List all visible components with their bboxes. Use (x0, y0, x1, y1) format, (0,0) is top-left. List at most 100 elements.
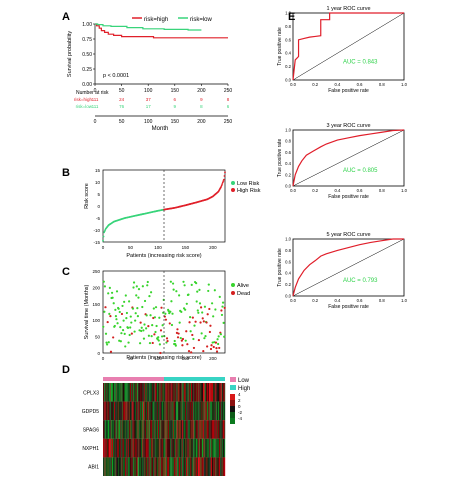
heatmap-cell (166, 438, 168, 458)
heatmap-cell (144, 457, 145, 476)
survival-point-alive (198, 302, 202, 305)
heatmap-cell (135, 420, 137, 439)
km-risk-value: 24 (119, 97, 125, 102)
survival-point-dead (159, 351, 162, 355)
heatmap-legend-low-swatch (230, 377, 236, 382)
heatmap-cell (168, 420, 170, 439)
survival-point-alive (189, 330, 192, 333)
heatmap-cell (133, 457, 135, 476)
heatmap-cell (143, 383, 145, 402)
survival-point-dead (202, 349, 205, 353)
survival-point-alive (198, 288, 201, 291)
heatmap-cell (185, 457, 187, 476)
heatmap-cell (120, 438, 121, 458)
survival-point-alive (201, 311, 204, 314)
heatmap-cell (221, 457, 223, 476)
heatmap-cell (118, 457, 120, 476)
heatmap-color-scale: 420-2-4 (230, 392, 242, 424)
heatmap-cell (184, 401, 186, 421)
heatmap-cell (206, 420, 208, 439)
roc-y-tick-label: 0.0 (285, 78, 291, 83)
heatmap-cell (157, 383, 159, 402)
heatmap-cell (117, 457, 119, 476)
survival-point-alive (118, 339, 121, 342)
heatmap-cell (207, 401, 209, 421)
heatmap-cell (223, 457, 225, 476)
heatmap-cell (188, 420, 189, 439)
heatmap-cell (219, 420, 221, 439)
heatmap-cell (167, 383, 169, 402)
heatmap-cell (211, 383, 213, 402)
heatmap-cell (150, 383, 152, 402)
heatmap-cell (179, 401, 181, 421)
heatmap-cell (217, 401, 219, 421)
heatmap-cell (132, 383, 133, 402)
heatmap-cell (149, 383, 151, 402)
heatmap-cell (155, 420, 156, 439)
heatmap-cell (123, 383, 125, 402)
heatmap-cell (149, 383, 150, 402)
heatmap-cell (188, 457, 190, 476)
heatmap-cell (134, 420, 136, 439)
heatmap-cell (139, 401, 141, 421)
heatmap-cell (191, 401, 193, 421)
survival-point-dead (109, 315, 112, 318)
heatmap-cell (153, 420, 155, 439)
heatmap-cell (189, 420, 191, 439)
heatmap-cell (154, 420, 155, 439)
survival-point-alive (124, 345, 127, 348)
heatmap-cell (217, 383, 219, 402)
heatmap-cell (154, 401, 156, 421)
heatmap-cell (135, 401, 137, 421)
heatmap-cell (114, 420, 116, 439)
heatmap-cell (172, 457, 173, 476)
survival-point-alive (169, 280, 172, 283)
heatmap-cell (179, 420, 181, 439)
heatmap-cell (192, 438, 194, 458)
survival-point-dead (191, 333, 194, 337)
heatmap-cell (173, 401, 175, 421)
heatmap-cell (199, 401, 201, 421)
heatmap-cell (163, 420, 165, 439)
heatmap-cell (154, 383, 155, 402)
heatmap-cell (190, 457, 192, 476)
heatmap-cell (122, 420, 124, 439)
survival-point-alive (142, 329, 145, 332)
heatmap-cell (109, 401, 111, 421)
heatmap-cell (209, 383, 211, 402)
heatmap-cell (223, 383, 225, 402)
heatmap-cell (197, 401, 199, 421)
heatmap-cell (135, 383, 137, 402)
survival-point-alive (121, 329, 125, 332)
heatmap-cell (218, 457, 220, 476)
heatmap-row-labels: CPLX3 GDPD5 SPAG6 NXPH1 ABI1 (82, 390, 99, 470)
heatmap-cell (224, 401, 226, 421)
heatmap-cell (134, 457, 136, 476)
heatmap-cell (123, 438, 125, 458)
km-risk-value: 6 (174, 97, 177, 102)
survival-point-alive (103, 285, 107, 288)
heatmap-cell (157, 401, 159, 421)
heatmap-cell (221, 383, 222, 402)
survival-point-alive (185, 302, 188, 305)
roc-auc-label: AUC = 0.805 (343, 168, 378, 174)
heatmap-group-bar-high (164, 377, 225, 381)
heatmap-cell (126, 383, 127, 402)
heatmap-cell (204, 383, 206, 402)
heatmap-cell (105, 457, 106, 476)
heatmap-cell (193, 383, 195, 402)
heatmap-cell (160, 401, 161, 421)
heatmap-cell (131, 401, 133, 421)
km-y-tick-label: 0.00 (82, 82, 92, 88)
survival-point-alive (145, 327, 148, 330)
heatmap-cell (179, 420, 181, 439)
heatmap-cell (206, 438, 208, 458)
km-x-tick-label: 150 (171, 88, 180, 94)
heatmap-scale-tick: 2 (238, 398, 241, 403)
heatmap-cell (171, 420, 172, 439)
survival-point-dead (109, 350, 113, 353)
heatmap-cell (137, 401, 139, 421)
heatmap-cell (165, 457, 166, 476)
heatmap-cell (159, 401, 161, 421)
heatmap-cell (140, 438, 142, 458)
